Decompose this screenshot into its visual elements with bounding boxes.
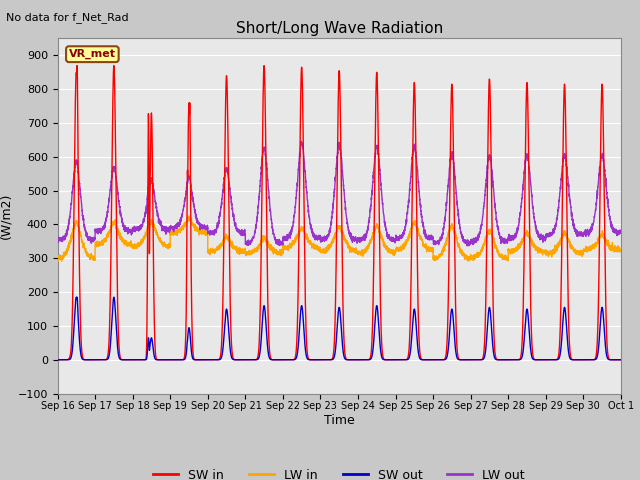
Text: VR_met: VR_met [69, 49, 116, 60]
Text: No data for f_Net_Rad: No data for f_Net_Rad [6, 12, 129, 23]
X-axis label: Time: Time [324, 414, 355, 427]
Legend: SW in, LW in, SW out, LW out: SW in, LW in, SW out, LW out [148, 464, 530, 480]
Y-axis label: (W/m2): (W/m2) [0, 193, 12, 239]
Title: Short/Long Wave Radiation: Short/Long Wave Radiation [236, 21, 443, 36]
